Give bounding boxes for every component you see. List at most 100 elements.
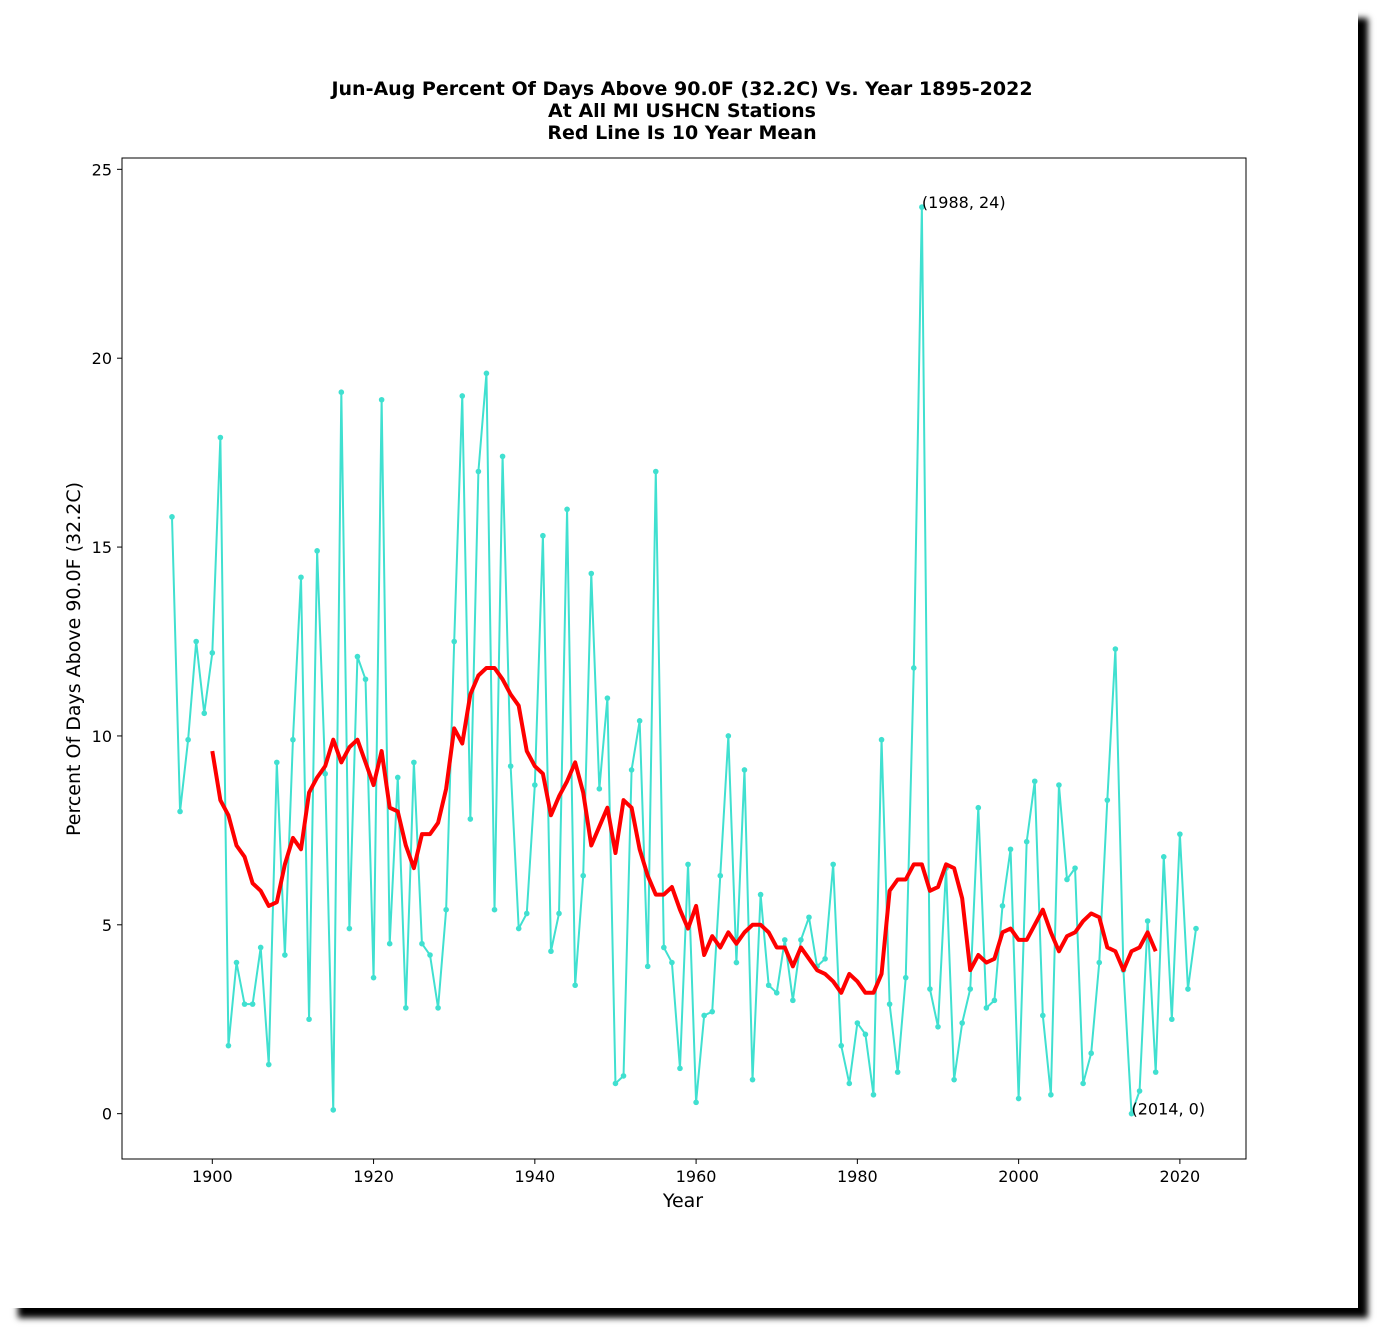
x-tick-label: 1980 (837, 1167, 878, 1186)
annual-data-point (1185, 986, 1191, 992)
annual-data-point (169, 514, 175, 520)
annual-data-point (757, 891, 764, 898)
y-tick-label: 5 (102, 916, 112, 935)
annual-data-point (386, 940, 393, 947)
annual-data-point (580, 872, 587, 879)
annual-data-point (636, 718, 643, 724)
annual-data-point (951, 1076, 957, 1083)
annual-data-point (919, 204, 925, 210)
annual-data-point (628, 767, 635, 773)
annual-data-point (709, 1008, 716, 1015)
annual-data-point (604, 695, 611, 701)
annual-data-point (443, 906, 449, 913)
annual-data-point (878, 736, 885, 743)
annual-data-point (572, 982, 578, 989)
annual-data-point (894, 1069, 901, 1075)
annual-data-point (185, 736, 191, 743)
annual-data-point (838, 1042, 845, 1049)
annual-data-point (491, 906, 498, 913)
x-tick-label: 1940 (514, 1167, 555, 1186)
annual-data-point (225, 1042, 232, 1049)
chart-title-line-2: At All MI USHCN Stations (548, 100, 816, 122)
annual-data-point (354, 653, 361, 660)
annual-data-point (999, 903, 1006, 909)
annual-data-point (1015, 1095, 1022, 1102)
annual-data-point (362, 676, 369, 683)
y-tick-label: 25 (92, 160, 112, 179)
annual-data-point (701, 1012, 707, 1019)
annual-data-point (1136, 1088, 1143, 1094)
annual-data-point (564, 506, 570, 513)
annual-data-point (830, 861, 836, 868)
annual-data-point (588, 570, 595, 577)
annual-data-point (499, 453, 506, 460)
annual-data-point (322, 770, 328, 777)
y-axis-label: Percent Of Days Above 90.0F (32.2C) (63, 482, 85, 836)
annual-data-point (862, 1031, 869, 1038)
annual-data-point (910, 665, 917, 671)
annual-data-point (733, 959, 740, 966)
annual-data-point (1072, 865, 1078, 871)
annual-data-point (249, 1001, 256, 1007)
annual-data-point (790, 997, 796, 1004)
annual-data-point (725, 733, 732, 739)
annual-data-point (781, 937, 788, 943)
annual-data-point (290, 736, 296, 743)
annual-data-point (274, 759, 280, 766)
annual-data-point (822, 956, 828, 962)
annual-data-point (693, 1099, 699, 1106)
annual-data-point (652, 468, 659, 475)
x-tick-label: 2020 (1160, 1167, 1201, 1186)
annual-data-point (773, 989, 780, 996)
annual-data-point (1144, 918, 1151, 924)
annual-series-line (170, 206, 1198, 1115)
annual-data-point (661, 944, 667, 951)
annual-data-point (991, 997, 998, 1004)
line-chart: Jun-Aug Percent Of Days Above 90.0F (32.… (63, 78, 1247, 1212)
annual-data-point (394, 774, 401, 781)
annual-data-point (1048, 1091, 1054, 1098)
x-tick-label: 1920 (353, 1167, 394, 1186)
point-annotation: (1988, 24) (922, 193, 1006, 212)
annual-data-point (451, 638, 458, 645)
annual-data-point (523, 910, 530, 917)
annual-data-point (644, 963, 651, 970)
chart-title-line-3: Red Line Is 10 Year Mean (547, 122, 816, 144)
annual-data-point (265, 1061, 272, 1068)
annual-data-point (1088, 1050, 1094, 1057)
plot-area (121, 157, 1247, 1160)
y-tick-label: 15 (92, 538, 112, 557)
annual-data-point (1152, 1069, 1159, 1075)
annual-data-point (1177, 831, 1183, 837)
annual-data-point (209, 650, 216, 656)
annual-data-point (411, 759, 417, 766)
annual-data-point (475, 468, 482, 475)
annual-data-point (596, 786, 603, 792)
annual-data-point (532, 782, 538, 788)
annual-data-point (419, 940, 425, 947)
annual-data-point (193, 638, 199, 645)
annual-data-point (467, 816, 474, 822)
annual-data-point (1112, 646, 1119, 652)
ten-year-mean-line (210, 665, 1158, 995)
x-axis: 1900 1920 1940 1960 1980 2000 2020 (192, 1159, 1200, 1186)
annual-data-point (620, 1073, 627, 1079)
annual-data-point (1096, 959, 1103, 966)
x-tick-label: 2000 (998, 1167, 1039, 1186)
y-tick-label: 10 (92, 727, 112, 746)
annual-data-point (1031, 778, 1038, 785)
annual-data-point (515, 925, 522, 932)
annual-data-point (677, 1065, 683, 1072)
annual-data-point (1040, 1012, 1046, 1019)
annual-data-point (967, 986, 974, 992)
annual-data-point (459, 393, 466, 399)
annual-data-point (282, 952, 288, 958)
annual-data-point (483, 370, 490, 377)
annual-data-point (217, 434, 224, 441)
annual-data-point (177, 808, 183, 815)
annual-data-point (886, 1001, 893, 1007)
chart-title-line-1: Jun-Aug Percent Of Days Above 90.0F (32.… (329, 78, 1032, 100)
y-axis: 0 5 10 15 20 25 (92, 160, 122, 1124)
annual-data-point (370, 974, 377, 981)
annual-data-point (669, 959, 675, 966)
